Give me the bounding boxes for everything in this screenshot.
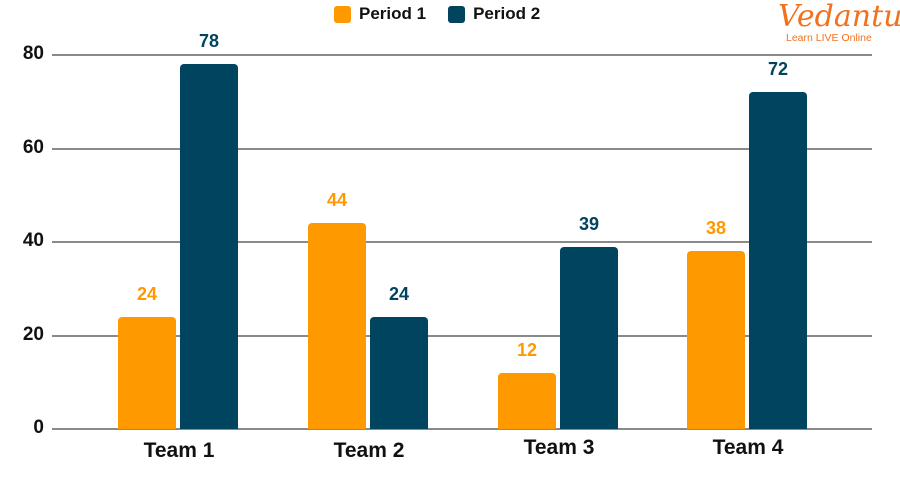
- legend-item-period-2: Period 2: [448, 4, 540, 24]
- bar-team-2-period-1: [308, 223, 366, 429]
- legend: Period 1 Period 2: [334, 4, 562, 24]
- y-axis-tick-label: 20: [22, 323, 44, 345]
- legend-swatch-period-2: [448, 5, 466, 23]
- bar-team-3-period-2: [560, 246, 618, 429]
- x-axis-tick-label: Team 3: [523, 436, 595, 459]
- y-axis-tick-label: 40: [22, 230, 44, 251]
- legend-swatch-period-1: [334, 5, 351, 23]
- x-axis-tick-label: Team 1: [143, 439, 215, 462]
- gridline: [52, 241, 872, 243]
- logo-tagline: Learn LIVE Online: [786, 32, 872, 44]
- gridline: [52, 54, 872, 56]
- gridline: [52, 147, 872, 150]
- logo-wordmark: Vedantu: [778, 0, 900, 34]
- gridline: [52, 428, 872, 430]
- legend-item-period-1: Period 1: [334, 4, 426, 24]
- data-label: 24: [388, 283, 410, 304]
- x-axis-tick-label: Team 2: [333, 439, 405, 462]
- data-label: 38: [705, 218, 727, 239]
- legend-label: Period 2: [473, 4, 541, 23]
- y-axis-tick-label: 80: [22, 43, 44, 64]
- legend-label: Period 1: [359, 4, 427, 23]
- y-axis-tick-label: 0: [33, 417, 44, 438]
- bar-team-4-period-1: [687, 251, 745, 429]
- data-label: 78: [198, 31, 220, 52]
- vedantu-logo: Vedantu Learn LIVE Online: [778, 0, 900, 44]
- bar-team-2-period-2: [370, 316, 428, 429]
- gridline: [52, 334, 872, 337]
- data-label: 39: [578, 213, 600, 234]
- y-axis-tick-label: 60: [22, 136, 44, 158]
- bar-team-1-period-2: [180, 64, 238, 429]
- bar-team-3-period-1: [498, 372, 556, 429]
- bar-team-4-period-2: [749, 92, 807, 429]
- bar-team-1-period-1: [118, 316, 176, 429]
- x-axis-tick-label: Team 4: [712, 436, 784, 459]
- data-label: 24: [136, 283, 158, 304]
- data-label: 12: [516, 339, 538, 360]
- data-label: 44: [326, 190, 348, 211]
- data-label: 72: [767, 59, 789, 80]
